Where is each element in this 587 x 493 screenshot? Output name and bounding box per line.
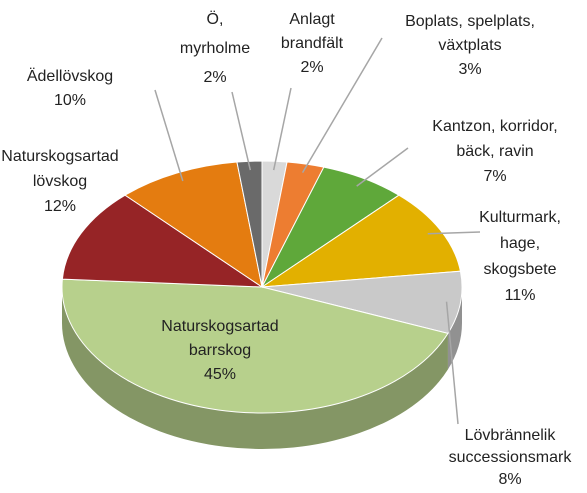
slice-label: hage, [500, 235, 540, 252]
slice-label: Lövbrännelik [465, 427, 557, 444]
slice [61, 194, 264, 288]
slice-label: brandfält [281, 35, 344, 52]
slice-label: Boplats, spelplats, [405, 13, 535, 30]
slice-label: Ö, [207, 10, 224, 28]
slice [124, 161, 263, 289]
slice [236, 160, 263, 288]
slice-top [124, 161, 263, 289]
slice-top [261, 270, 463, 334]
slice-label: myrholme [180, 40, 250, 57]
slice-label: Naturskogsartad [161, 318, 278, 335]
leader-line [154, 89, 184, 182]
slice-top [260, 194, 462, 288]
value-label: 2% [300, 59, 323, 76]
value-label: 8% [498, 471, 521, 488]
slice-label: successionsmark [449, 449, 573, 466]
value-label: 7% [483, 168, 506, 185]
slice-label: Ädellövskog [27, 67, 113, 85]
value-label: 3% [458, 61, 481, 78]
slice-label: växtplats [438, 37, 501, 54]
slice-label: Kantzon, korridor, [432, 118, 557, 135]
slice-label: barrskog [189, 342, 251, 359]
slice-top [61, 194, 264, 288]
slice-label: Kulturmark, [479, 209, 561, 226]
slice-side [62, 287, 448, 450]
leader-line [231, 91, 252, 171]
leader-line [427, 231, 481, 235]
slice-top [236, 160, 263, 288]
slice [61, 278, 449, 450]
slice-label: Naturskogsartad [1, 148, 118, 165]
leader-line [272, 87, 292, 171]
value-label: 45% [204, 366, 236, 383]
slice-top [61, 278, 449, 414]
value-label: 11% [505, 287, 536, 304]
slice [260, 194, 462, 288]
leader-line [356, 147, 409, 187]
value-label: 2% [203, 69, 226, 86]
leader-line [445, 301, 459, 425]
slice-label: Anlagt [289, 11, 335, 28]
slice-label: lövskog [33, 173, 87, 190]
value-label: 10% [54, 92, 86, 109]
value-label: 12% [44, 198, 76, 215]
slice-label: skogsbete [484, 261, 557, 278]
slice-label: bäck, ravin [456, 143, 533, 160]
leader-line [301, 37, 383, 174]
